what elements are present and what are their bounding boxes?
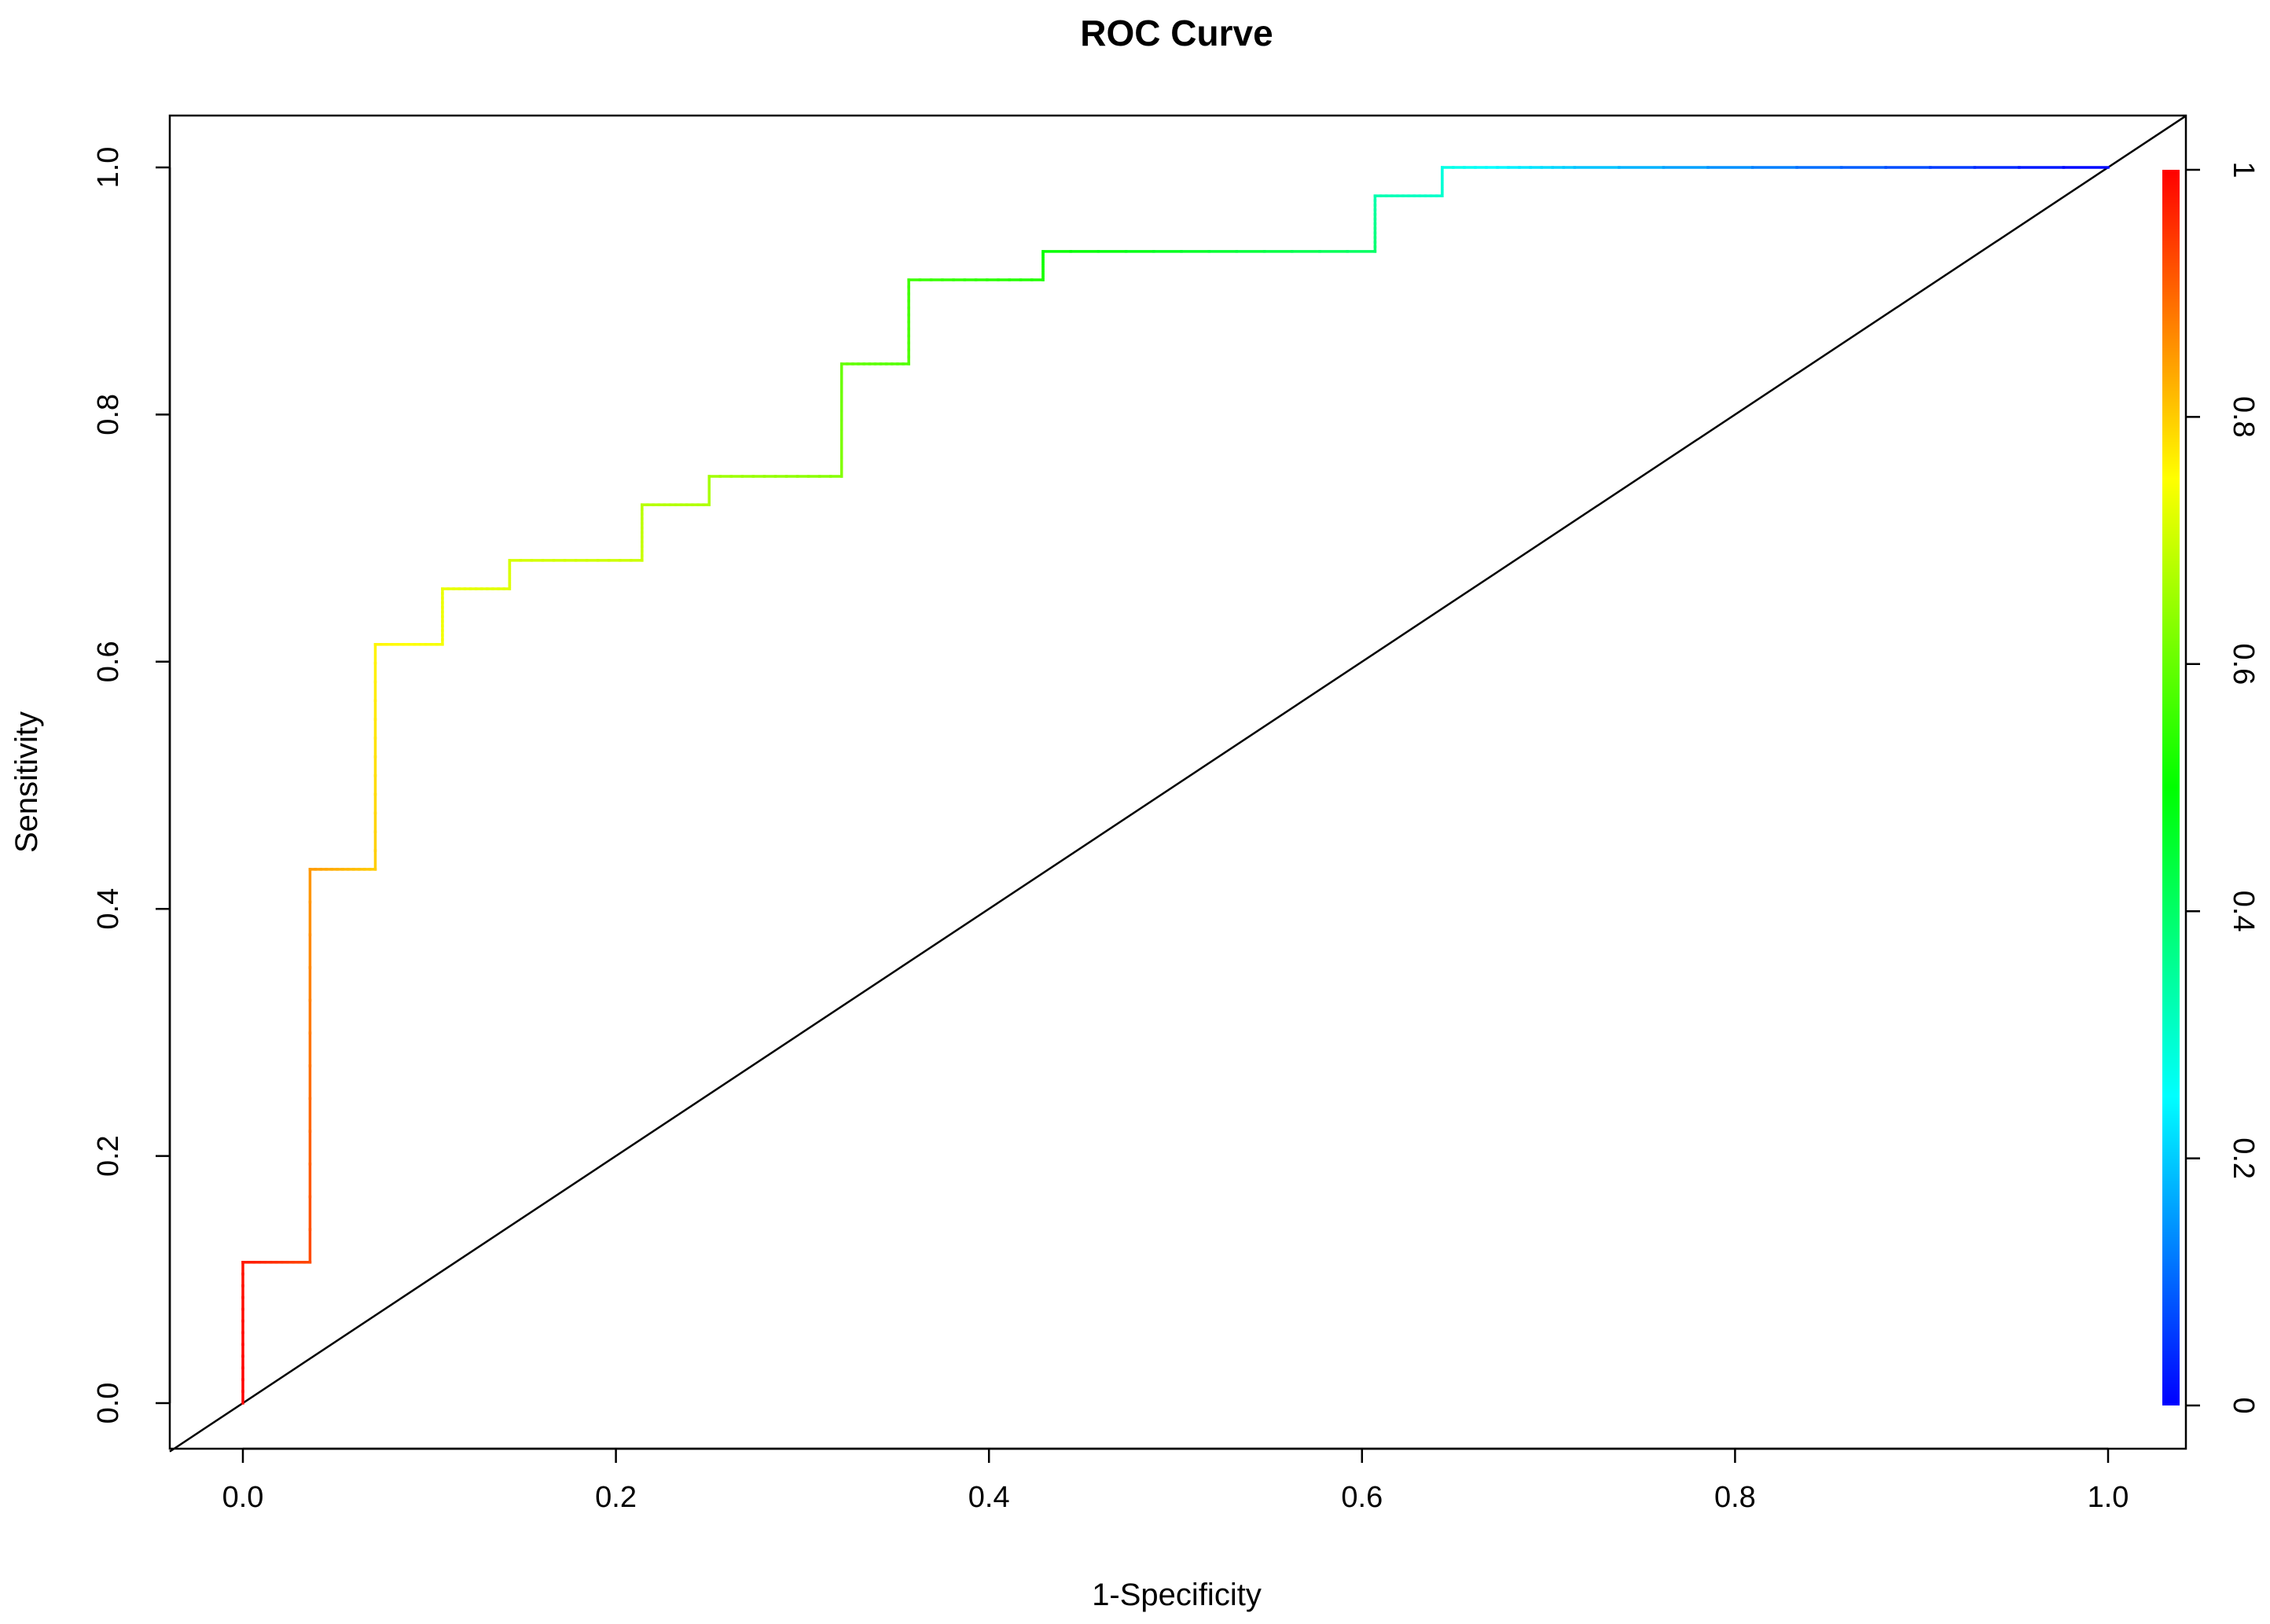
y-tick-label: 0.2 xyxy=(92,1135,125,1177)
x-tick-label: 0.8 xyxy=(1714,1481,1756,1514)
y-tick-label: 0.8 xyxy=(92,394,125,435)
colorbar-axis: 0 0.2 0.4 0.6 0.8 1 xyxy=(2186,161,2260,1413)
y-tick-label: 0.4 xyxy=(92,888,125,930)
colorbar-tick-label: 0.6 xyxy=(2227,643,2260,685)
colorbar xyxy=(2162,170,2180,1405)
reference-diagonal xyxy=(170,116,2186,1451)
x-tick-label: 1.0 xyxy=(2088,1481,2129,1514)
colorbar-tick-label: 0 xyxy=(2227,1397,2260,1413)
x-tick-label: 0.4 xyxy=(968,1481,1010,1514)
x-axis: 0.0 0.2 0.4 0.6 0.8 1.0 xyxy=(222,1449,2129,1514)
x-tick-label: 0.2 xyxy=(595,1481,637,1514)
y-tick-label: 0.0 xyxy=(92,1383,125,1424)
y-tick-label: 0.6 xyxy=(92,641,125,682)
chart-title: ROC Curve xyxy=(1080,13,1273,53)
y-axis: 0.0 0.2 0.4 0.6 0.8 1.0 xyxy=(92,147,170,1424)
colorbar-tick-label: 1 xyxy=(2227,161,2260,178)
x-tick-label: 0.0 xyxy=(222,1481,264,1514)
colorbar-tick-label: 0.2 xyxy=(2227,1137,2260,1179)
y-tick-label: 1.0 xyxy=(92,147,125,189)
y-axis-title: Sensitivity xyxy=(9,711,44,853)
colorbar-tick-label: 0.4 xyxy=(2227,891,2260,932)
x-tick-label: 0.6 xyxy=(1341,1481,1383,1514)
x-axis-title: 1-Specificity xyxy=(1092,1578,1262,1612)
colorbar-tick-label: 0.8 xyxy=(2227,396,2260,438)
